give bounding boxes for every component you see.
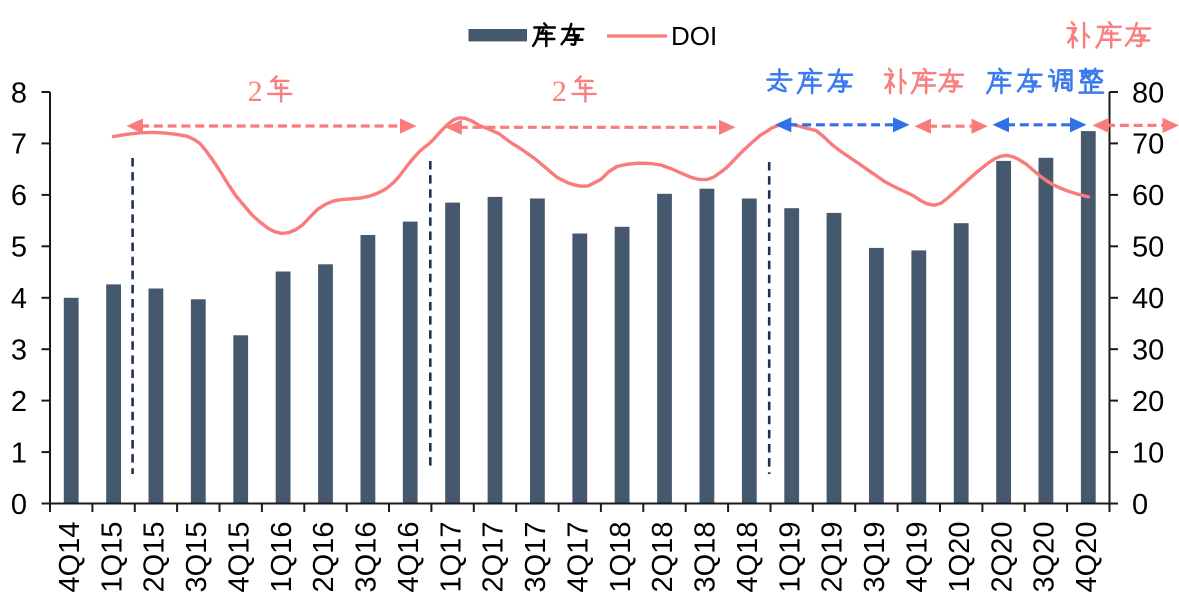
svg-text:2Q15: 2Q15 bbox=[139, 522, 171, 593]
svg-text:4Q18: 4Q18 bbox=[732, 522, 764, 593]
svg-text:0: 0 bbox=[1132, 489, 1148, 521]
svg-text:3Q18: 3Q18 bbox=[690, 522, 722, 593]
svg-text:7: 7 bbox=[11, 129, 27, 161]
svg-text:30: 30 bbox=[1132, 335, 1164, 367]
svg-text:2Q18: 2Q18 bbox=[647, 522, 679, 593]
svg-text:2: 2 bbox=[552, 75, 567, 108]
svg-text:0: 0 bbox=[11, 489, 27, 521]
svg-text:40: 40 bbox=[1132, 283, 1164, 315]
svg-text:1Q15: 1Q15 bbox=[96, 522, 128, 593]
svg-text:3Q20: 3Q20 bbox=[1029, 522, 1061, 593]
svg-text:50: 50 bbox=[1132, 232, 1164, 264]
svg-text:4Q17: 4Q17 bbox=[563, 522, 595, 593]
svg-text:1Q17: 1Q17 bbox=[435, 522, 467, 593]
svg-text:3: 3 bbox=[11, 335, 27, 367]
svg-text:10: 10 bbox=[1132, 437, 1164, 469]
svg-text:2Q17: 2Q17 bbox=[478, 522, 510, 593]
svg-text:4: 4 bbox=[11, 283, 27, 315]
svg-text:3Q17: 3Q17 bbox=[520, 522, 552, 593]
svg-text:1Q18: 1Q18 bbox=[605, 522, 637, 593]
svg-text:4Q16: 4Q16 bbox=[393, 522, 425, 593]
svg-text:20: 20 bbox=[1132, 386, 1164, 418]
svg-text:1Q16: 1Q16 bbox=[266, 522, 298, 593]
svg-text:4Q19: 4Q19 bbox=[902, 522, 934, 593]
svg-text:8: 8 bbox=[11, 77, 27, 109]
svg-text:4Q20: 4Q20 bbox=[1071, 522, 1103, 593]
svg-text:2: 2 bbox=[248, 75, 263, 108]
svg-text:70: 70 bbox=[1132, 129, 1164, 161]
svg-text:5: 5 bbox=[11, 232, 27, 264]
svg-text:2Q19: 2Q19 bbox=[817, 522, 849, 593]
svg-text:3Q16: 3Q16 bbox=[351, 522, 383, 593]
svg-text:3Q15: 3Q15 bbox=[181, 522, 213, 593]
svg-text:DOI: DOI bbox=[671, 21, 717, 51]
svg-text:2Q16: 2Q16 bbox=[308, 522, 340, 593]
svg-text:4Q14: 4Q14 bbox=[54, 522, 86, 593]
svg-text:2Q20: 2Q20 bbox=[986, 522, 1018, 593]
svg-text:1Q19: 1Q19 bbox=[774, 522, 806, 593]
svg-text:1: 1 bbox=[11, 437, 27, 469]
svg-text:3Q19: 3Q19 bbox=[859, 522, 891, 593]
svg-text:4Q15: 4Q15 bbox=[223, 522, 255, 593]
svg-text:2: 2 bbox=[11, 386, 27, 418]
svg-text:1Q20: 1Q20 bbox=[944, 522, 976, 593]
svg-text:60: 60 bbox=[1132, 180, 1164, 212]
svg-text:80: 80 bbox=[1132, 77, 1164, 109]
svg-text:6: 6 bbox=[11, 180, 27, 212]
